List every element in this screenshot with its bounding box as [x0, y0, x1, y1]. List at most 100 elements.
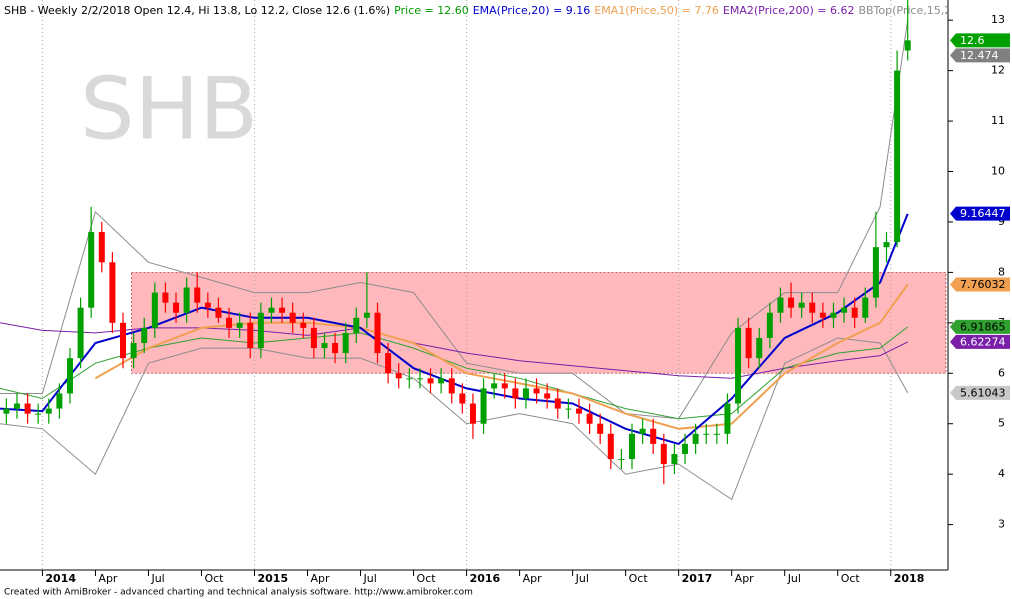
- candle-body: [109, 262, 116, 323]
- candle-body: [300, 322, 307, 328]
- candle-body: [480, 388, 487, 424]
- x-tick-label: Jul: [150, 572, 164, 585]
- candle-body: [459, 393, 466, 404]
- candle-body: [851, 307, 858, 318]
- candle-body: [639, 428, 646, 434]
- candle-body: [56, 393, 63, 409]
- candle-body: [618, 459, 625, 461]
- candle-body: [872, 247, 879, 298]
- candle-body: [448, 378, 455, 394]
- indicator: EMA2(Price,200) = 6.62: [723, 4, 855, 17]
- marks: [0, 0, 911, 501]
- candle-body: [894, 70, 901, 243]
- chart-title: SHB - Weekly 2/2/2018 Open 12.4, Hi 13.8…: [4, 4, 951, 17]
- candle-body: [809, 302, 816, 313]
- x-tick-label: Oct: [629, 572, 649, 585]
- y-tick-label: 9: [998, 215, 1005, 228]
- candle-body: [819, 312, 826, 318]
- candle-body: [13, 403, 20, 409]
- watermark: SHB: [80, 59, 258, 159]
- candle-body: [289, 312, 296, 323]
- candle-body: [713, 433, 720, 435]
- x-tick-label: Apr: [523, 572, 543, 585]
- indicator-line: [0, 213, 909, 446]
- candle-body: [554, 398, 561, 409]
- indicator: EMA(Price,20) = 9.16: [473, 4, 591, 17]
- value-tag-label: 6.62274: [960, 335, 1006, 348]
- candle-body: [692, 433, 699, 444]
- value-tag: [950, 206, 1010, 221]
- candle-body: [533, 388, 540, 394]
- candle-body: [215, 307, 222, 318]
- candle-body: [830, 312, 837, 318]
- candle-body: [66, 358, 73, 394]
- candle-body: [724, 403, 731, 434]
- candle-body: [544, 393, 551, 399]
- candle-body: [501, 383, 508, 389]
- candle-body: [766, 312, 773, 338]
- x-tick-label: Jul: [787, 572, 801, 585]
- candle-body: [756, 337, 763, 359]
- candle-body: [416, 378, 423, 380]
- x-tick-label: Oct: [841, 572, 861, 585]
- candle-body: [342, 332, 349, 354]
- candle-body: [745, 327, 752, 359]
- value-tag-label: 7.76032: [960, 278, 1006, 291]
- value-tag-label: 5.61043: [960, 386, 1006, 399]
- value-tag-label: 12.474: [960, 49, 999, 62]
- x-tick-label: Jul: [363, 572, 377, 585]
- y-tick-label: 12: [991, 64, 1005, 77]
- candle-body: [597, 423, 604, 434]
- candle-body: [788, 297, 795, 308]
- candle-body: [35, 413, 42, 415]
- x-year-label: 2018: [894, 572, 925, 585]
- value-tag-label: 6.91865: [960, 320, 1006, 333]
- x-year-label: 2014: [45, 572, 76, 585]
- x-year-label: 2015: [257, 572, 288, 585]
- candle-body: [88, 232, 95, 308]
- candle-body: [862, 297, 869, 318]
- candle-body: [226, 317, 233, 328]
- y-tick-label: 3: [998, 518, 1005, 531]
- x-tick-label: Oct: [204, 572, 224, 585]
- candle-body: [130, 343, 137, 359]
- candle-body: [904, 40, 911, 51]
- candle-body: [565, 408, 572, 410]
- candle-body: [321, 343, 328, 349]
- y-tick-label: 6: [998, 366, 1005, 379]
- candle-body: [469, 403, 476, 424]
- candle-body: [395, 373, 402, 379]
- candle-body: [522, 388, 529, 399]
- y-tick-label: 13: [991, 13, 1005, 26]
- y-tick-label: 10: [991, 165, 1005, 178]
- candle-body: [385, 353, 392, 374]
- candle-body: [236, 322, 243, 328]
- value-tag-label: 9.16447: [960, 207, 1006, 220]
- x-tick-label: Apr: [735, 572, 755, 585]
- title-text: SHB - Weekly 2/2/2018 Open 12.4, Hi 13.8…: [4, 4, 390, 17]
- indicator-line: [0, 20, 909, 420]
- candle-body: [120, 322, 127, 359]
- x-year-label: 2017: [682, 572, 713, 585]
- x-tick-label: Apr: [311, 572, 331, 585]
- candle-body: [660, 443, 667, 465]
- candle-body: [77, 307, 84, 359]
- candle-body: [310, 327, 317, 349]
- candle-body: [268, 307, 275, 313]
- value-tag: [950, 385, 1010, 400]
- value-tag: [950, 319, 1010, 334]
- candle-body: [586, 413, 593, 424]
- candle-body: [682, 443, 689, 454]
- candle-body: [735, 327, 742, 404]
- candle-body: [204, 302, 211, 308]
- x-year-label: 2016: [470, 572, 501, 585]
- candle-body: [650, 428, 657, 444]
- candle-body: [629, 433, 635, 460]
- candle-body: [374, 312, 381, 354]
- indicator: EMA1(Price,50) = 7.76: [594, 4, 719, 17]
- candle-body: [798, 302, 805, 308]
- candle-body: [363, 312, 370, 318]
- candle-body: [841, 307, 848, 313]
